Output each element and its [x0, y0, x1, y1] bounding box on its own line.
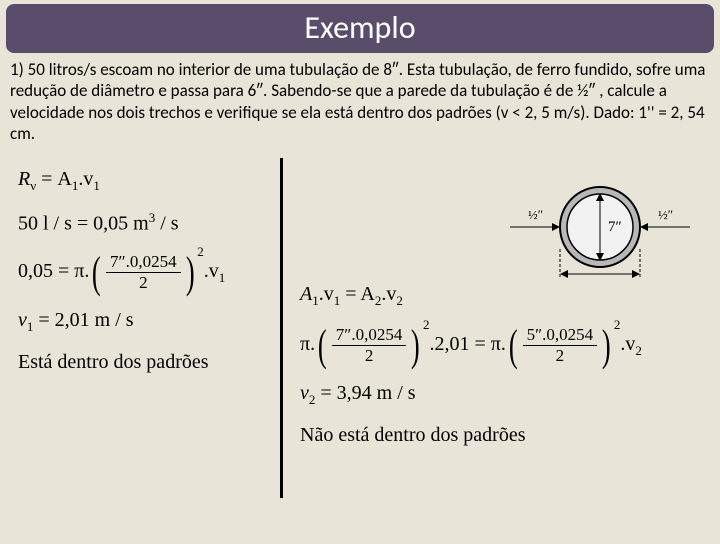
- right-column: A1.v1 = A2.v2 π.(7″.0,02542)2.2,01 = π.(…: [300, 283, 700, 447]
- left-conclusion: Está dentro dos padrões: [18, 351, 268, 374]
- eq-velocity1-calc: 0,05 = π.(7″.0,02542)2.v1: [18, 252, 268, 293]
- wall-left-label: ½″: [528, 207, 543, 222]
- column-divider: [280, 158, 283, 498]
- eq-velocity1-result: v1 = 2,01 m / s: [18, 309, 268, 335]
- title-bar: Exemplo: [6, 4, 714, 53]
- calculations-area: Rν = A1.v1 50 l / s = 0,05 m3 / s 0,05 =…: [0, 148, 720, 156]
- left-column: Rν = A1.v1 50 l / s = 0,05 m3 / s 0,05 =…: [18, 168, 268, 374]
- eq-velocity2-calc: π.(7″.0,02542)2.2,01 = π.(5″.0,02542)2.v…: [300, 325, 700, 366]
- right-conclusion: Não está dentro dos padrões: [300, 424, 700, 447]
- eq-continuity: A1.v1 = A2.v2: [300, 283, 700, 309]
- wall-right-label: ½″: [658, 207, 673, 222]
- inner-diameter-label: 7″: [608, 219, 622, 235]
- eq-flow-rate: Rν = A1.v1: [18, 168, 268, 194]
- problem-statement: 1) 50 litros/s escoam no interior de uma…: [0, 53, 720, 148]
- eq-unit-conversion: 50 l / s = 0,05 m3 / s: [18, 210, 268, 236]
- title-text: Exemplo: [304, 8, 415, 47]
- problem-text: 1) 50 litros/s escoam no interior de uma…: [10, 59, 705, 144]
- pipe-cross-section-diagram: 7″ ½″ ½″: [500, 179, 700, 284]
- eq-velocity2-result: v2 = 3,94 m / s: [300, 382, 700, 408]
